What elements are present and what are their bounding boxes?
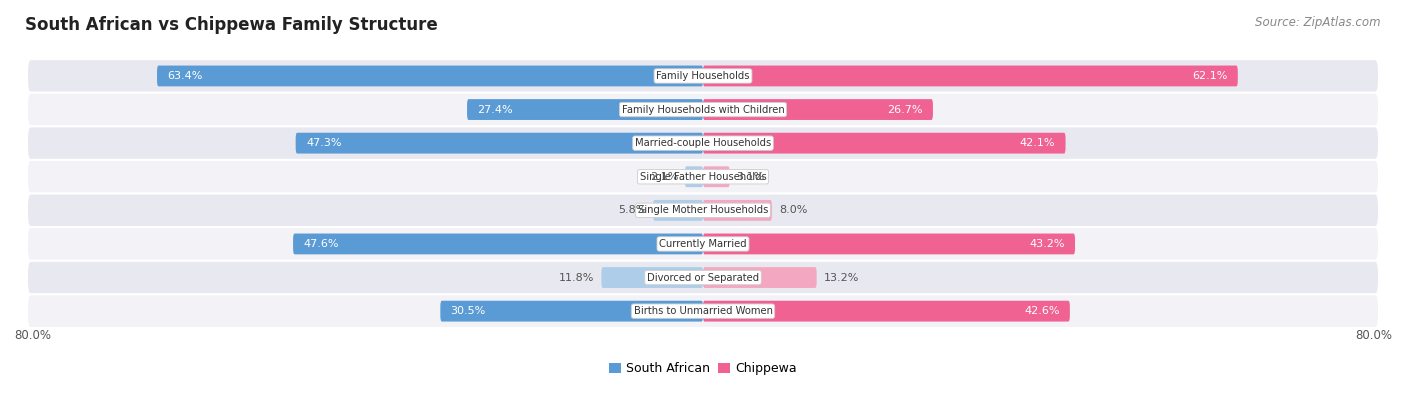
FancyBboxPatch shape — [703, 133, 1066, 154]
FancyBboxPatch shape — [703, 99, 934, 120]
FancyBboxPatch shape — [27, 160, 1379, 194]
FancyBboxPatch shape — [703, 166, 730, 187]
FancyBboxPatch shape — [652, 200, 703, 221]
FancyBboxPatch shape — [27, 294, 1379, 328]
FancyBboxPatch shape — [685, 166, 703, 187]
FancyBboxPatch shape — [440, 301, 703, 322]
Text: 47.3%: 47.3% — [307, 138, 342, 148]
Text: Currently Married: Currently Married — [659, 239, 747, 249]
Text: 13.2%: 13.2% — [824, 273, 859, 282]
Text: 47.6%: 47.6% — [304, 239, 339, 249]
Text: 80.0%: 80.0% — [1355, 329, 1392, 342]
Text: 62.1%: 62.1% — [1192, 71, 1227, 81]
FancyBboxPatch shape — [157, 66, 703, 87]
Text: Family Households with Children: Family Households with Children — [621, 105, 785, 115]
Text: 27.4%: 27.4% — [478, 105, 513, 115]
FancyBboxPatch shape — [703, 233, 1076, 254]
Text: Married-couple Households: Married-couple Households — [636, 138, 770, 148]
FancyBboxPatch shape — [27, 59, 1379, 93]
Text: 5.8%: 5.8% — [617, 205, 647, 215]
Text: 8.0%: 8.0% — [779, 205, 807, 215]
FancyBboxPatch shape — [467, 99, 703, 120]
Text: Family Households: Family Households — [657, 71, 749, 81]
Text: 2.1%: 2.1% — [650, 172, 678, 182]
Text: 80.0%: 80.0% — [14, 329, 51, 342]
Text: 42.6%: 42.6% — [1024, 306, 1060, 316]
Text: Single Father Households: Single Father Households — [640, 172, 766, 182]
Text: 26.7%: 26.7% — [887, 105, 922, 115]
Text: 43.2%: 43.2% — [1029, 239, 1064, 249]
Text: Source: ZipAtlas.com: Source: ZipAtlas.com — [1256, 16, 1381, 29]
Legend: South African, Chippewa: South African, Chippewa — [605, 357, 801, 380]
Text: Divorced or Separated: Divorced or Separated — [647, 273, 759, 282]
Text: 42.1%: 42.1% — [1019, 138, 1056, 148]
Text: South African vs Chippewa Family Structure: South African vs Chippewa Family Structu… — [25, 16, 439, 34]
FancyBboxPatch shape — [27, 261, 1379, 294]
FancyBboxPatch shape — [27, 126, 1379, 160]
FancyBboxPatch shape — [295, 133, 703, 154]
FancyBboxPatch shape — [27, 194, 1379, 227]
FancyBboxPatch shape — [602, 267, 703, 288]
FancyBboxPatch shape — [703, 301, 1070, 322]
FancyBboxPatch shape — [27, 227, 1379, 261]
Text: Single Mother Households: Single Mother Households — [638, 205, 768, 215]
Text: 63.4%: 63.4% — [167, 71, 202, 81]
FancyBboxPatch shape — [703, 66, 1237, 87]
FancyBboxPatch shape — [703, 267, 817, 288]
Text: 3.1%: 3.1% — [737, 172, 765, 182]
Text: 30.5%: 30.5% — [451, 306, 486, 316]
FancyBboxPatch shape — [703, 200, 772, 221]
FancyBboxPatch shape — [27, 93, 1379, 126]
Text: 11.8%: 11.8% — [560, 273, 595, 282]
FancyBboxPatch shape — [292, 233, 703, 254]
Text: Births to Unmarried Women: Births to Unmarried Women — [634, 306, 772, 316]
